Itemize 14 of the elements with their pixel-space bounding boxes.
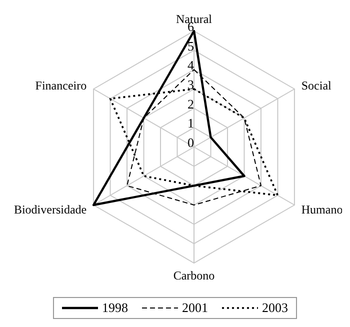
y-tick-label: 1	[188, 116, 194, 131]
legend-label: 2001	[181, 300, 208, 316]
y-tick-label: 2	[188, 96, 194, 112]
spoke-label: Social	[301, 78, 332, 92]
y-tick-label: 5	[188, 38, 194, 54]
spoke-label: Biodiversidade	[14, 202, 87, 216]
y-tick-label: 4	[188, 58, 194, 73]
spoke-label: Carbono	[173, 268, 215, 283]
spoke-label: Financeiro	[35, 78, 87, 92]
legend-label: 2003	[261, 300, 288, 316]
y-tick-label: 0	[188, 135, 194, 150]
y-tick-label: 3	[188, 77, 194, 92]
legend-label: 1998	[101, 300, 128, 316]
spoke-label: Humano	[301, 202, 343, 216]
